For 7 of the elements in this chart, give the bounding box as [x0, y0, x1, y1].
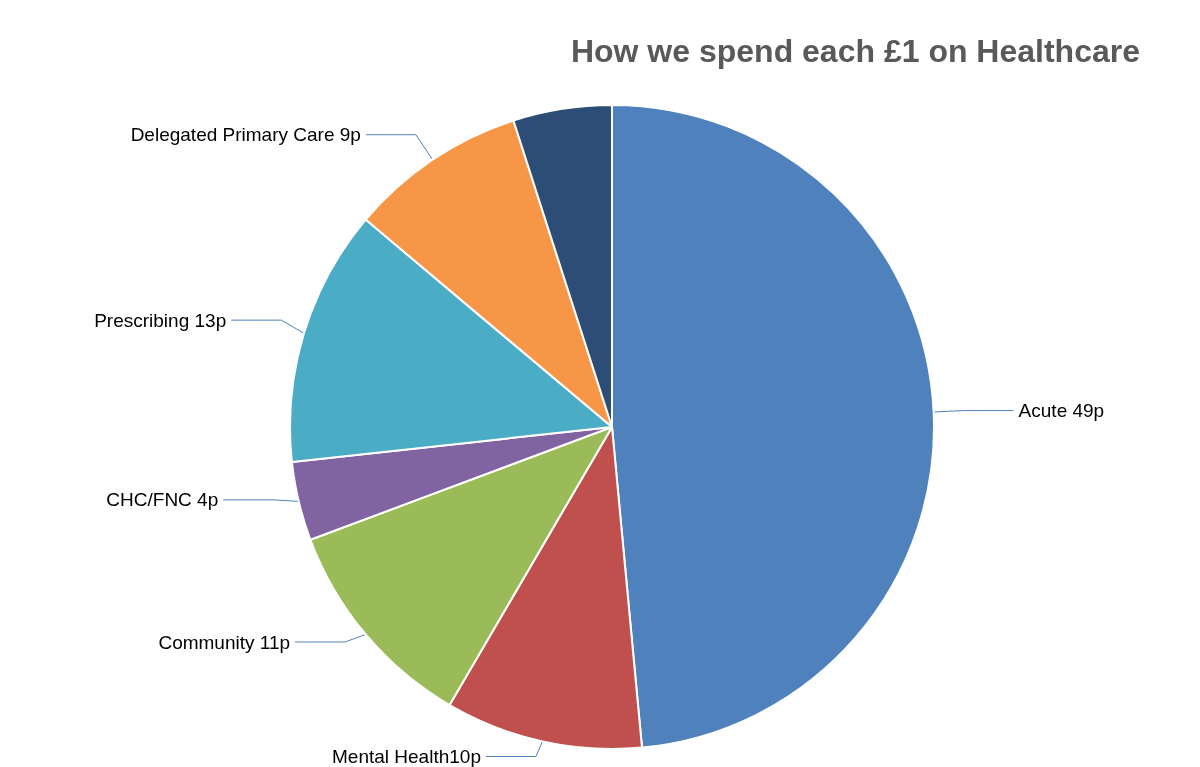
slice-label: Community 11p	[158, 631, 291, 653]
chart-title: How we spend each £1 on Healthcare	[570, 33, 1140, 69]
slice-label: Mental Health10p	[332, 746, 481, 767]
slice-label: Prescribing 13p	[94, 309, 227, 331]
slice-label: Acute 49p	[1018, 400, 1105, 422]
slice-label: CHC/FNC 4p	[106, 489, 219, 511]
slice-label: Delegated Primary Care 9p	[130, 124, 361, 146]
